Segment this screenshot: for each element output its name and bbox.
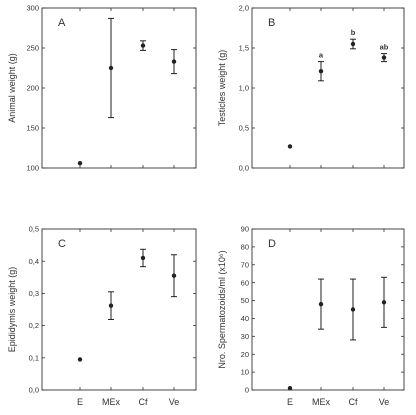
- panel-label: D: [268, 238, 276, 250]
- y-tick-label: 250: [26, 44, 39, 53]
- chart-panel-d: 0 10 20 30 40 50 60 70 80 90 E MEx Cf Ve Nro. Spermato…: [217, 225, 405, 407]
- y-tick-label: 60: [241, 278, 249, 287]
- y-tick-label: 2,0: [239, 4, 249, 13]
- data-point: [287, 386, 293, 391]
- y-tick-label: 0,1: [29, 353, 39, 362]
- significance-label: a: [319, 51, 324, 60]
- y-tick-label: 80: [241, 242, 249, 251]
- significance-label: b: [351, 28, 356, 37]
- y-tick-label: 0,2: [29, 321, 39, 330]
- y-tick-label: 100: [26, 164, 39, 173]
- data-point: [77, 161, 83, 166]
- x-tick-label: Cf: [349, 397, 358, 407]
- y-tick-label: 0,4: [29, 257, 39, 266]
- y-tick-label: 200: [26, 84, 39, 93]
- panel-label: A: [58, 17, 66, 29]
- y-tick-label: 0: [245, 386, 249, 395]
- y-axis-label: Epididymis weight (g): [7, 267, 17, 353]
- y-tick-label: 10: [241, 368, 249, 377]
- y-tick-label: 40: [241, 314, 249, 323]
- y-axis-label: Testicles weight (g): [217, 50, 227, 127]
- chart-panel-a: 100 150 200 250 300 Animal weight (g) A: [7, 4, 197, 173]
- data-point: [108, 303, 114, 308]
- y-tick-label: 0,0: [239, 164, 249, 173]
- data-point: [171, 273, 177, 278]
- data-point: [108, 65, 114, 71]
- y-tick-label: 0,0: [29, 386, 39, 395]
- plot-frame: [251, 228, 405, 391]
- panel-label: B: [268, 17, 275, 29]
- data-point: [318, 301, 324, 307]
- y-tick-label: 50: [241, 296, 249, 305]
- data-point: [140, 255, 146, 261]
- data-point: [381, 55, 387, 60]
- x-tick-label: MEx: [312, 397, 331, 407]
- y-axis-label: Animal weight (g): [7, 53, 17, 123]
- y-tick-label: 0,5: [29, 225, 39, 234]
- x-tick-label: MEx: [102, 397, 121, 407]
- y-tick-label: 20: [241, 350, 249, 359]
- x-tick-label: Ve: [169, 397, 180, 407]
- y-tick-label: 30: [241, 332, 249, 341]
- y-tick-label: 90: [241, 225, 249, 234]
- plot-frame: [41, 7, 197, 169]
- data-point: [171, 59, 177, 64]
- chart-panel-c: 0,0 0,1 0,2 0,3 0,4 0,5 E MEx Cf Ve Epididymis wei…: [7, 225, 197, 407]
- x-tick-label: E: [77, 397, 83, 407]
- data-point: [140, 43, 146, 48]
- plot-frame: [41, 228, 197, 391]
- panel-label: C: [58, 238, 66, 250]
- plot-frame: [251, 7, 405, 169]
- x-tick-label: Cf: [139, 397, 148, 407]
- y-tick-label: 0,3: [29, 289, 39, 298]
- x-tick-label: Ve: [379, 397, 390, 407]
- y-tick-label: 300: [26, 4, 39, 13]
- data-point: [381, 300, 387, 305]
- significance-label: ab: [380, 43, 389, 52]
- y-tick-label: 70: [241, 260, 249, 269]
- data-point: [350, 307, 356, 312]
- data-point: [77, 357, 83, 362]
- y-tick-label: 1,5: [239, 44, 249, 53]
- data-point: [287, 144, 293, 149]
- data-point: [350, 41, 356, 47]
- y-tick-label: 150: [26, 124, 39, 133]
- y-axis-label: Nro. Spermatozoids/ml (x10⁶): [217, 250, 227, 368]
- y-tick-label: 1,0: [239, 84, 249, 93]
- x-tick-label: E: [287, 397, 293, 407]
- data-point: [318, 69, 324, 74]
- y-tick-label: 0,5: [239, 124, 249, 133]
